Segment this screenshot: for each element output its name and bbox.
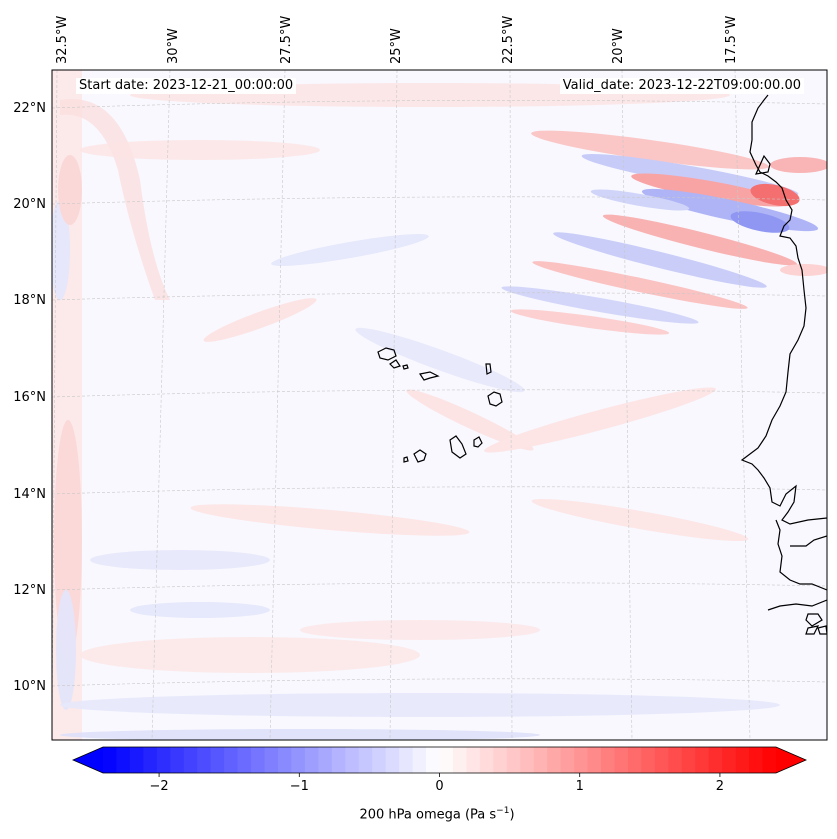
colorbar-segment bbox=[493, 747, 508, 773]
colorbar-segment bbox=[439, 747, 454, 773]
colorbar-segment bbox=[479, 747, 494, 773]
lat-label: 18°N bbox=[13, 293, 46, 308]
lat-label: 16°N bbox=[13, 390, 46, 405]
colorbar-segment bbox=[224, 747, 239, 773]
colorbar-segment bbox=[654, 747, 669, 773]
lon-label: 30°W bbox=[166, 28, 181, 64]
lat-label: 22°N bbox=[13, 101, 46, 116]
coastlines bbox=[377, 94, 827, 635]
colorbar-segment bbox=[627, 747, 642, 773]
colorbar-label: 200 hPa omega (Pa s−1) bbox=[0, 806, 837, 822]
colorbar-segment bbox=[735, 747, 750, 773]
colorbar-segment bbox=[291, 747, 306, 773]
colorbar-segment bbox=[762, 747, 777, 773]
colorbar-segment bbox=[264, 747, 279, 773]
colorbar-segment bbox=[331, 747, 346, 773]
colorbar-tick-label: 0 bbox=[435, 779, 443, 794]
colorbar-tick-label: 2 bbox=[716, 779, 724, 794]
lat-label: 12°N bbox=[13, 583, 46, 598]
colorbar-segment bbox=[251, 747, 266, 773]
lon-label: 32.5°W bbox=[55, 16, 70, 64]
lat-label: 14°N bbox=[13, 487, 46, 502]
colorbar-segment bbox=[668, 747, 683, 773]
colorbar-segment bbox=[183, 747, 198, 773]
colorbar-label-close: ) bbox=[509, 807, 515, 823]
colorbar-segment bbox=[103, 747, 118, 773]
colorbar-tick-label: −1 bbox=[290, 779, 309, 794]
colorbar-segment bbox=[426, 747, 441, 773]
lat-label: 10°N bbox=[13, 679, 46, 694]
colorbar-segment bbox=[358, 747, 373, 773]
colorbar-segments bbox=[103, 747, 777, 773]
colorbar-segment bbox=[560, 747, 575, 773]
start-date-label: Start date: 2023-12-21_00:00:00 bbox=[76, 78, 297, 94]
colorbar-label-exponent: −1 bbox=[496, 806, 510, 816]
colorbar-segment bbox=[587, 747, 602, 773]
colorbar-segment bbox=[237, 747, 252, 773]
colorbar-segment bbox=[210, 747, 225, 773]
colorbar-segment bbox=[345, 747, 360, 773]
colorbar-segment bbox=[116, 747, 131, 773]
colorbar-segment bbox=[170, 747, 185, 773]
colorbar-outline bbox=[71, 746, 808, 774]
colorbar-segment bbox=[520, 747, 535, 773]
colorbar-segment bbox=[547, 747, 562, 773]
colorbar-segment bbox=[452, 747, 468, 773]
colorbar-min-extend bbox=[73, 747, 103, 773]
colorbar-label-text: 200 hPa omega (Pa s bbox=[359, 807, 497, 823]
colorbar-segment bbox=[372, 747, 387, 773]
colorbar-segment bbox=[304, 747, 319, 773]
colorbar-segment bbox=[412, 747, 427, 773]
colorbar-segment bbox=[466, 747, 481, 773]
colorbar-segment bbox=[318, 747, 333, 773]
colorbar-segment bbox=[506, 747, 521, 773]
lon-label: 20°W bbox=[611, 28, 626, 64]
colorbar-segment bbox=[277, 747, 293, 773]
colorbar-tick-label: 1 bbox=[576, 779, 584, 794]
colorbar-segment bbox=[708, 747, 723, 773]
colorbar-segment bbox=[722, 747, 737, 773]
graticule bbox=[52, 70, 827, 740]
colorbar-segment bbox=[574, 747, 589, 773]
colorbar-ticks: −2 −1 0 1 2 bbox=[149, 773, 724, 794]
map-frame bbox=[51, 69, 828, 741]
colorbar-segment bbox=[533, 747, 548, 773]
colorbar-segment bbox=[156, 747, 171, 773]
colorbar-segment bbox=[197, 747, 212, 773]
lon-label: 17.5°W bbox=[724, 16, 739, 64]
colorbar-segment bbox=[695, 747, 710, 773]
lon-label: 22.5°W bbox=[501, 16, 516, 64]
colorbar-tick-label: −2 bbox=[149, 779, 168, 794]
colorbar-segment bbox=[385, 747, 400, 773]
colorbar-segment bbox=[129, 747, 144, 773]
latitude-labels: 22°N 20°N 18°N 16°N 14°N 12°N 10°N bbox=[13, 101, 46, 694]
valid-date-label: Valid_date: 2023-12-22T09:00:00.00 bbox=[559, 78, 804, 94]
colorbar-segment bbox=[614, 747, 629, 773]
colorbar: −2 −1 0 1 2 bbox=[71, 746, 808, 794]
lat-label: 20°N bbox=[13, 197, 46, 212]
lon-label: 25°W bbox=[389, 28, 404, 64]
colorbar-segment bbox=[399, 747, 414, 773]
colorbar-segment bbox=[749, 747, 764, 773]
colorbar-segment bbox=[681, 747, 696, 773]
colorbar-segment bbox=[143, 747, 158, 773]
colorbar-segment bbox=[641, 747, 656, 773]
colorbar-max-extend bbox=[776, 747, 806, 773]
colorbar-segment bbox=[601, 747, 616, 773]
longitude-labels: 32.5°W 30°W 27.5°W 25°W 22.5°W 20°W 17.5… bbox=[55, 16, 739, 64]
lon-label: 27.5°W bbox=[279, 16, 294, 64]
